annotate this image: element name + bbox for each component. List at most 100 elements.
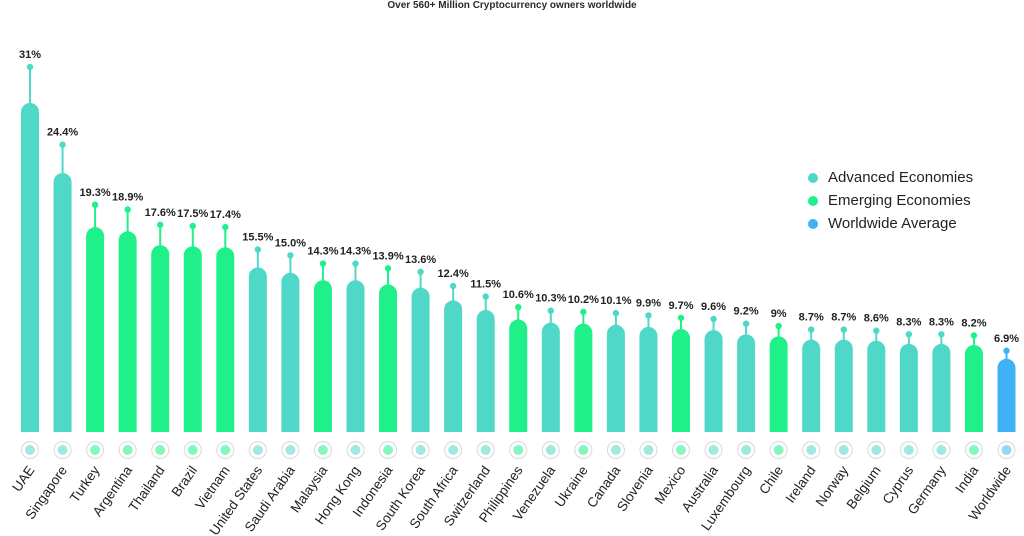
stick-dot-19 xyxy=(645,312,652,319)
stick-dot-9 xyxy=(319,260,327,267)
stick-dot-16 xyxy=(547,307,554,314)
flag-fill-0 xyxy=(25,445,35,455)
flag-fill-11 xyxy=(383,445,394,455)
stick-dot-20 xyxy=(677,314,685,321)
bar-10 xyxy=(346,280,365,432)
flag-fill-7 xyxy=(252,445,263,455)
stick-dot-10 xyxy=(352,260,359,267)
legend-label-worldwide: Worldwide Average xyxy=(828,215,957,232)
legend-item-emerging: Emerging Economies xyxy=(808,189,973,212)
value-label-16: 10.3% xyxy=(535,293,566,305)
stick-dot-26 xyxy=(873,327,880,334)
value-label-18: 10.1% xyxy=(600,295,631,307)
stick-dot-17 xyxy=(580,308,587,316)
bar-29 xyxy=(964,344,983,432)
legend-label-advanced: Advanced Economies xyxy=(828,169,974,186)
bar-26 xyxy=(867,340,886,432)
flag-fill-12 xyxy=(415,445,426,455)
value-label-2: 19.3% xyxy=(79,187,110,199)
bar-23 xyxy=(769,336,788,432)
flag-fill-28 xyxy=(936,445,947,455)
bar-12 xyxy=(411,287,430,432)
legend-item-advanced: Advanced Economies xyxy=(808,166,973,189)
value-label-15: 10.6% xyxy=(503,289,534,301)
flag-fill-4 xyxy=(155,445,166,455)
stick-dot-12 xyxy=(417,268,424,276)
flag-fill-3 xyxy=(122,445,133,455)
stick-dot-15 xyxy=(515,303,522,311)
bar-4 xyxy=(151,245,170,432)
flag-fill-29 xyxy=(968,445,979,455)
stick-dot-7 xyxy=(254,246,262,253)
flag-fill-18 xyxy=(610,445,621,455)
stick-dot-0 xyxy=(26,63,34,71)
stick-dot-30 xyxy=(1003,347,1010,354)
value-label-27: 8.3% xyxy=(896,316,921,328)
flag-fill-1 xyxy=(57,445,68,455)
value-label-12: 13.6% xyxy=(405,254,436,266)
bar-3 xyxy=(118,231,137,432)
chart-legend: Advanced Economies Emerging Economies Wo… xyxy=(808,166,973,235)
legend-swatch-worldwide xyxy=(808,218,818,229)
bar-22 xyxy=(737,334,756,432)
flag-fill-25 xyxy=(838,445,849,455)
bar-18 xyxy=(606,324,625,432)
value-label-11: 13.9% xyxy=(372,250,403,262)
value-label-22: 9.2% xyxy=(734,306,759,318)
value-label-28: 8.3% xyxy=(929,316,954,328)
stick-dot-13 xyxy=(449,282,457,290)
stick-dot-8 xyxy=(287,252,294,259)
chart-title: Over 560+ Million Cryptocurrency owners … xyxy=(387,0,637,11)
flag-fill-26 xyxy=(871,445,882,455)
flag-fill-2 xyxy=(90,445,101,455)
category-label-5: Brazil xyxy=(169,463,201,499)
value-label-1: 24.4% xyxy=(47,127,78,139)
value-label-25: 8.7% xyxy=(831,312,856,324)
flag-fill-15 xyxy=(513,445,524,455)
flag-fill-24 xyxy=(806,445,817,455)
value-label-24: 8.7% xyxy=(799,312,824,324)
legend-swatch-advanced xyxy=(808,172,818,183)
value-label-26: 8.6% xyxy=(864,313,889,325)
bar-9 xyxy=(313,280,332,432)
bar-21 xyxy=(704,330,723,432)
flag-fill-20 xyxy=(676,445,686,455)
stick-dot-27 xyxy=(905,331,913,338)
bar-6 xyxy=(216,247,235,432)
value-label-17: 10.2% xyxy=(568,294,599,306)
flag-fill-17 xyxy=(578,445,589,455)
flag-fill-21 xyxy=(708,445,719,455)
flag-fill-5 xyxy=(187,445,198,455)
flag-fill-10 xyxy=(350,445,361,455)
value-label-4: 17.6% xyxy=(145,207,176,219)
value-label-19: 9.9% xyxy=(636,297,661,309)
bar-17 xyxy=(574,323,593,432)
bar-2 xyxy=(86,227,105,432)
value-label-21: 9.6% xyxy=(701,301,726,313)
legend-item-worldwide: Worldwide Average xyxy=(808,212,973,235)
flag-fill-6 xyxy=(220,445,231,455)
flag-fill-8 xyxy=(285,445,296,455)
value-label-30: 6.9% xyxy=(994,333,1019,345)
bar-25 xyxy=(834,339,853,432)
bar-27 xyxy=(899,343,918,432)
bar-28 xyxy=(932,343,951,432)
stick-dot-23 xyxy=(775,322,782,330)
value-label-9: 14.3% xyxy=(307,246,338,258)
stick-dot-1 xyxy=(59,141,66,148)
stick-dot-2 xyxy=(91,201,99,208)
bar-0 xyxy=(21,103,39,432)
stick-dot-6 xyxy=(222,223,229,231)
value-label-14: 11.5% xyxy=(470,279,501,291)
value-label-0: 31% xyxy=(19,49,41,61)
stick-dot-11 xyxy=(384,265,392,272)
value-label-7: 15.5% xyxy=(242,232,273,244)
stick-dot-25 xyxy=(840,326,847,333)
value-label-29: 8.2% xyxy=(961,317,986,329)
bar-11 xyxy=(379,284,398,432)
value-label-20: 9.7% xyxy=(668,300,693,312)
flag-fill-9 xyxy=(317,445,328,455)
category-label-0: UAE xyxy=(9,463,37,494)
stick-dot-3 xyxy=(124,206,131,213)
flag-fill-23 xyxy=(773,445,784,455)
